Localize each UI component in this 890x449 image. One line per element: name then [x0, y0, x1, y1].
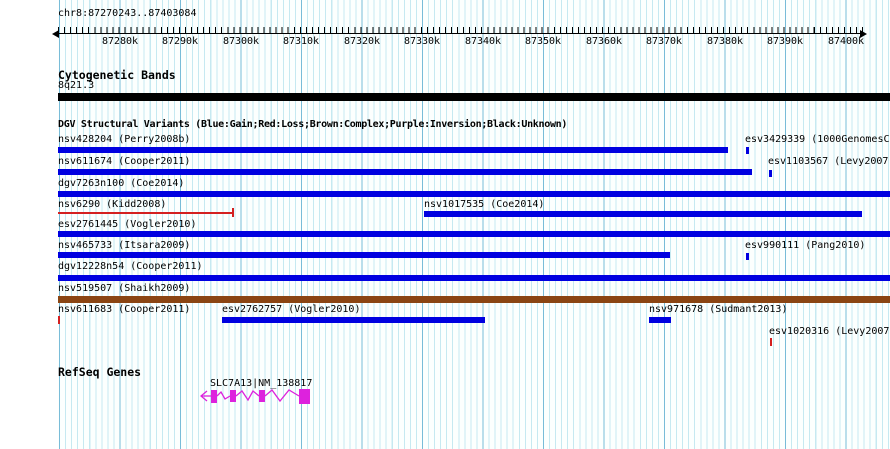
- ruler-tick-label: 87400k: [827, 36, 865, 47]
- region-title: chr8:87270243..87403084: [58, 8, 197, 19]
- gene-label[interactable]: SLC7A13|NM_138817: [210, 378, 313, 389]
- gene-intron-line: [216, 390, 231, 400]
- ruler-tick-label: 87280k: [101, 36, 139, 47]
- variant-bar[interactable]: [424, 211, 862, 217]
- variant-label[interactable]: esv990111 (Pang2010): [745, 240, 866, 251]
- variant-label[interactable]: nsv428204 (Perry2008b): [58, 134, 191, 145]
- variant-label[interactable]: nsv611683 (Cooper2011): [58, 304, 191, 315]
- ruler-left-arrow-icon: [52, 30, 59, 38]
- ruler-tick-label: 87300k: [222, 36, 260, 47]
- variant-label[interactable]: nsv6290 (Kidd2008): [58, 199, 167, 210]
- ruler-right-arrow-icon: [860, 30, 867, 38]
- variant-label[interactable]: esv2761445 (Vogler2010): [58, 219, 197, 230]
- variant-bar[interactable]: [222, 317, 485, 323]
- gene-exon[interactable]: [230, 390, 236, 402]
- ruler-tick-label: 87380k: [706, 36, 744, 47]
- variant-tick[interactable]: [232, 208, 234, 217]
- variant-label[interactable]: esv2762757 (Vogler2010): [222, 304, 361, 315]
- variant-tick[interactable]: [770, 338, 772, 346]
- cytoband-label: 8q21.3: [58, 80, 95, 91]
- variant-label[interactable]: nsv971678 (Sudmant2013): [649, 304, 788, 315]
- variant-label[interactable]: nsv465733 (Itsara2009): [58, 240, 191, 251]
- variant-bar[interactable]: [58, 212, 233, 214]
- variant-bar[interactable]: [58, 231, 890, 237]
- ruler-ticks: [58, 27, 863, 33]
- variant-bar[interactable]: [649, 317, 671, 323]
- dgv-section-title: DGV Structural Variants (Blue:Gain;Red:L…: [58, 119, 568, 130]
- variant-tick[interactable]: [746, 253, 749, 260]
- cytogenetic-bands-title: Cytogenetic Bands: [58, 68, 176, 82]
- cytoband-bar[interactable]: [58, 93, 890, 101]
- variant-bar[interactable]: [58, 191, 890, 197]
- ruler-tick-label: 87370k: [645, 36, 683, 47]
- variant-label[interactable]: esv3429339 (1000GenomesC: [745, 134, 890, 145]
- gene-exon[interactable]: [259, 390, 265, 402]
- ruler-tick-label: 87330k: [403, 36, 441, 47]
- variant-label[interactable]: dgv12228n54 (Cooper2011): [58, 261, 203, 272]
- ruler-tick-label: 87320k: [343, 36, 381, 47]
- variant-tick[interactable]: [746, 147, 749, 154]
- variant-label[interactable]: dgv7263n100 (Coe2014): [58, 178, 185, 189]
- ruler-tick-label: 87290k: [161, 36, 199, 47]
- variant-bar[interactable]: [58, 252, 670, 258]
- variant-label[interactable]: nsv1017535 (Coe2014): [424, 199, 545, 210]
- variant-bar[interactable]: [58, 275, 890, 281]
- refseq-genes-title: RefSeq Genes: [58, 365, 142, 379]
- variant-label[interactable]: esv1103567 (Levy2007: [768, 156, 889, 167]
- plot-background-stripes: [58, 0, 890, 449]
- variant-label[interactable]: nsv519507 (Shaikh2009): [58, 283, 191, 294]
- variant-label[interactable]: nsv611674 (Cooper2011): [58, 156, 191, 167]
- ruler-tick-label: 87350k: [524, 36, 562, 47]
- gene-intron-line: [235, 389, 260, 402]
- gene-exon[interactable]: [299, 389, 310, 404]
- gene-exon[interactable]: [211, 390, 217, 403]
- gene-intron-line: [264, 389, 300, 403]
- ruler-tick-label: 87390k: [766, 36, 804, 47]
- variant-bar[interactable]: [58, 296, 890, 303]
- ruler-tick-label: 87310k: [282, 36, 320, 47]
- variant-label[interactable]: esv1020316 (Levy2007: [769, 326, 890, 337]
- gene-structure[interactable]: [200, 386, 318, 406]
- ruler-axis-line: [58, 33, 863, 34]
- ruler-tick-label: 87360k: [585, 36, 623, 47]
- variant-tick[interactable]: [769, 170, 772, 177]
- variant-tick[interactable]: [58, 316, 60, 324]
- variant-bar[interactable]: [58, 147, 728, 153]
- ruler-tick-label: 87340k: [464, 36, 502, 47]
- variant-bar[interactable]: [58, 169, 752, 175]
